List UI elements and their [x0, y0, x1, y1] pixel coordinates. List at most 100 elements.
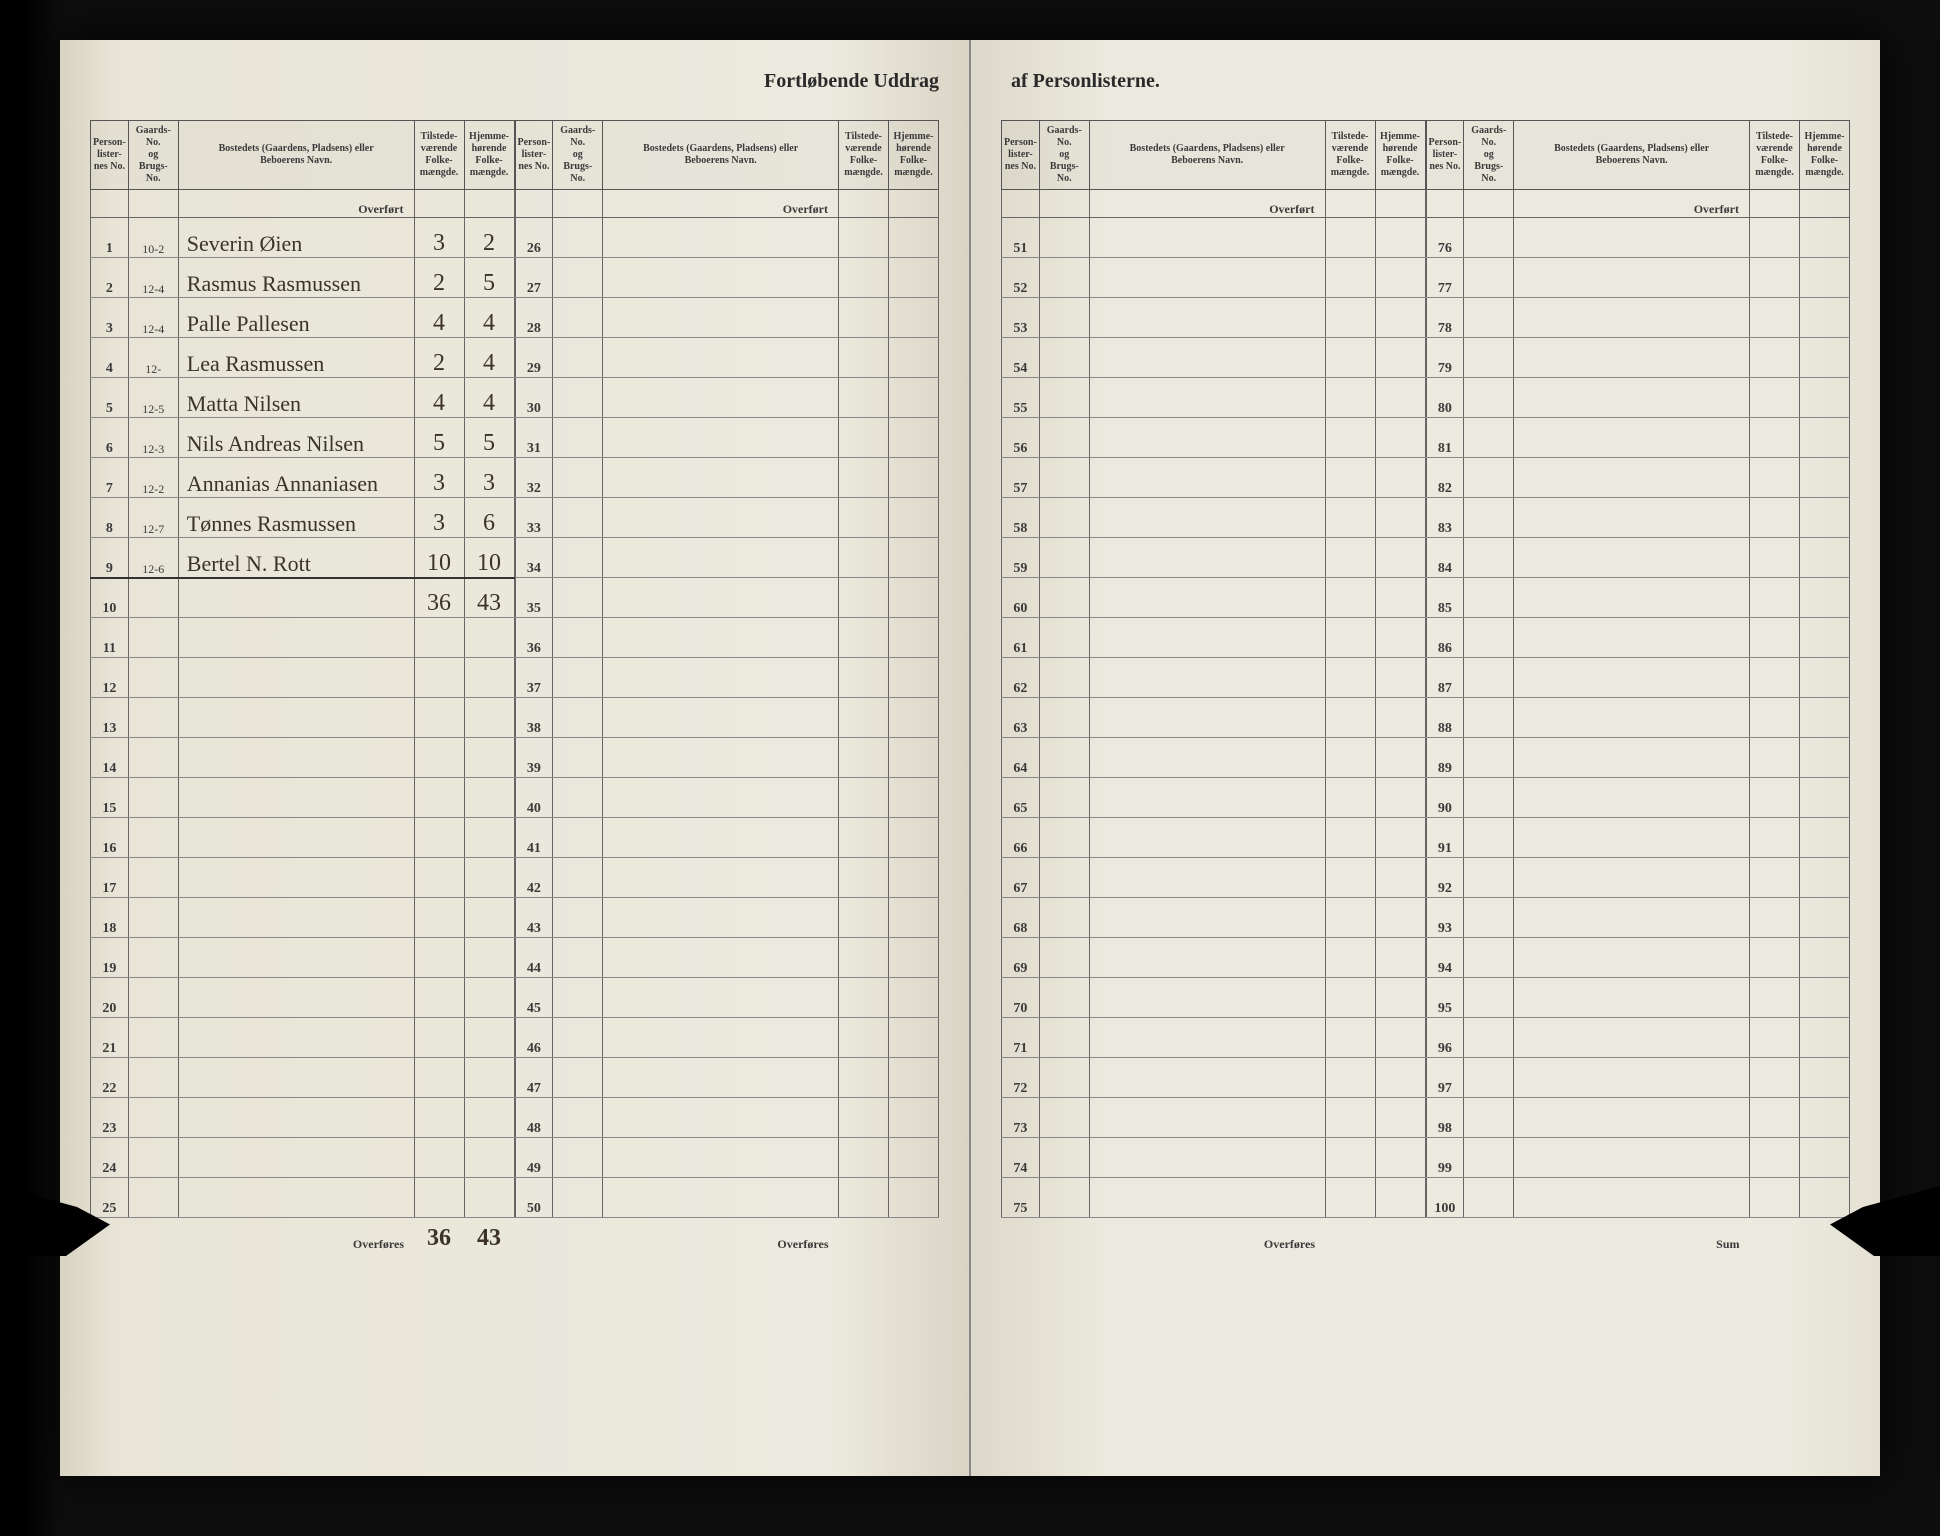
- present-count: [1325, 458, 1375, 498]
- row-number: 71: [1002, 1018, 1040, 1058]
- resident-name: [1089, 818, 1325, 858]
- resident-name: [1089, 578, 1325, 618]
- present-count: [1750, 658, 1800, 698]
- present-count: [1750, 1098, 1800, 1138]
- table-row: 25: [91, 1178, 515, 1218]
- resident-name: [178, 938, 414, 978]
- present-count: [414, 778, 464, 818]
- gaard-no: 12-6: [128, 538, 178, 578]
- table-row: 100: [1426, 1178, 1850, 1218]
- table-row: 61: [1002, 618, 1426, 658]
- present-count: [414, 978, 464, 1018]
- gaard-no: [1464, 258, 1514, 298]
- table-row: 8 12-7 Tønnes Rasmussen 3 6: [91, 498, 515, 538]
- row-number: 68: [1002, 898, 1040, 938]
- resident-name: [178, 1138, 414, 1178]
- resident-count: [1375, 938, 1425, 978]
- row-number: 15: [91, 778, 129, 818]
- present-count: [839, 458, 889, 498]
- present-count: [414, 698, 464, 738]
- resident-count: [1375, 338, 1425, 378]
- gaard-no: [1464, 298, 1514, 338]
- present-count: [839, 378, 889, 418]
- row-number: 72: [1002, 1058, 1040, 1098]
- footer-row: Overføres: [1002, 1218, 1426, 1252]
- row-number: 55: [1002, 378, 1040, 418]
- resident-count: [889, 538, 939, 578]
- present-count: [414, 1058, 464, 1098]
- resident-count: 5: [464, 418, 514, 458]
- table-row: 97: [1426, 1058, 1850, 1098]
- resident-count: [464, 778, 514, 818]
- present-count: [414, 858, 464, 898]
- row-number: 95: [1426, 978, 1464, 1018]
- gaard-no: [1464, 538, 1514, 578]
- present-count: [839, 658, 889, 698]
- row-number: 36: [515, 618, 553, 658]
- resident-count: [1375, 858, 1425, 898]
- table-row: 58: [1002, 498, 1426, 538]
- resident-name: [1089, 298, 1325, 338]
- table-row: 64: [1002, 738, 1426, 778]
- resident-count: [1800, 418, 1850, 458]
- resident-count: [889, 938, 939, 978]
- resident-name: [1089, 938, 1325, 978]
- table-row: 63: [1002, 698, 1426, 738]
- resident-name: [603, 1018, 839, 1058]
- row-number: 8: [91, 498, 129, 538]
- resident-count: [889, 818, 939, 858]
- resident-count: [1375, 498, 1425, 538]
- table-row: 65: [1002, 778, 1426, 818]
- gaard-no: [1039, 1018, 1089, 1058]
- gaard-no: [553, 858, 603, 898]
- row-number: 10: [91, 578, 129, 618]
- resident-count: [889, 658, 939, 698]
- present-count: [839, 898, 889, 938]
- gaard-no: [553, 1018, 603, 1058]
- resident-count: [464, 738, 514, 778]
- table-row: 11: [91, 618, 515, 658]
- row-number: 28: [515, 298, 553, 338]
- resident-name: [603, 298, 839, 338]
- resident-name: [1089, 1018, 1325, 1058]
- present-count: [1750, 458, 1800, 498]
- resident-count: [1375, 218, 1425, 258]
- row-number: 94: [1426, 938, 1464, 978]
- resident-name: [603, 778, 839, 818]
- gaard-no: [1039, 378, 1089, 418]
- present-count: [1325, 1058, 1375, 1098]
- resident-count: [889, 1138, 939, 1178]
- resident-count: [1800, 578, 1850, 618]
- resident-name: Annanias Annaniasen: [178, 458, 414, 498]
- table-row: 98: [1426, 1098, 1850, 1138]
- gaard-no: [1464, 938, 1514, 978]
- row-number: 40: [515, 778, 553, 818]
- resident-name: [1514, 858, 1750, 898]
- resident-name: [603, 898, 839, 938]
- row-number: 32: [515, 458, 553, 498]
- row-number: 13: [91, 698, 129, 738]
- gaard-no: [553, 618, 603, 658]
- table-row: 3 12-4 Palle Pallesen 4 4: [91, 298, 515, 338]
- resident-count: [1800, 1058, 1850, 1098]
- resident-name: [178, 1178, 414, 1218]
- table-row: 72: [1002, 1058, 1426, 1098]
- resident-name: [603, 618, 839, 658]
- resident-name: [1089, 858, 1325, 898]
- resident-name: [603, 818, 839, 858]
- present-count: [839, 698, 889, 738]
- resident-name: Palle Pallesen: [178, 298, 414, 338]
- present-count: [1750, 978, 1800, 1018]
- row-number: 66: [1002, 818, 1040, 858]
- resident-name: [603, 538, 839, 578]
- table-row: 77: [1426, 258, 1850, 298]
- present-count: [414, 738, 464, 778]
- present-count: [839, 858, 889, 898]
- gaard-no: 12-: [128, 338, 178, 378]
- gaard-no: [553, 538, 603, 578]
- resident-name: [603, 338, 839, 378]
- gaard-no: [1464, 738, 1514, 778]
- row-number: 52: [1002, 258, 1040, 298]
- row-number: 35: [515, 578, 553, 618]
- table-row: 9 12-6 Bertel N. Rott 10 10: [91, 538, 515, 578]
